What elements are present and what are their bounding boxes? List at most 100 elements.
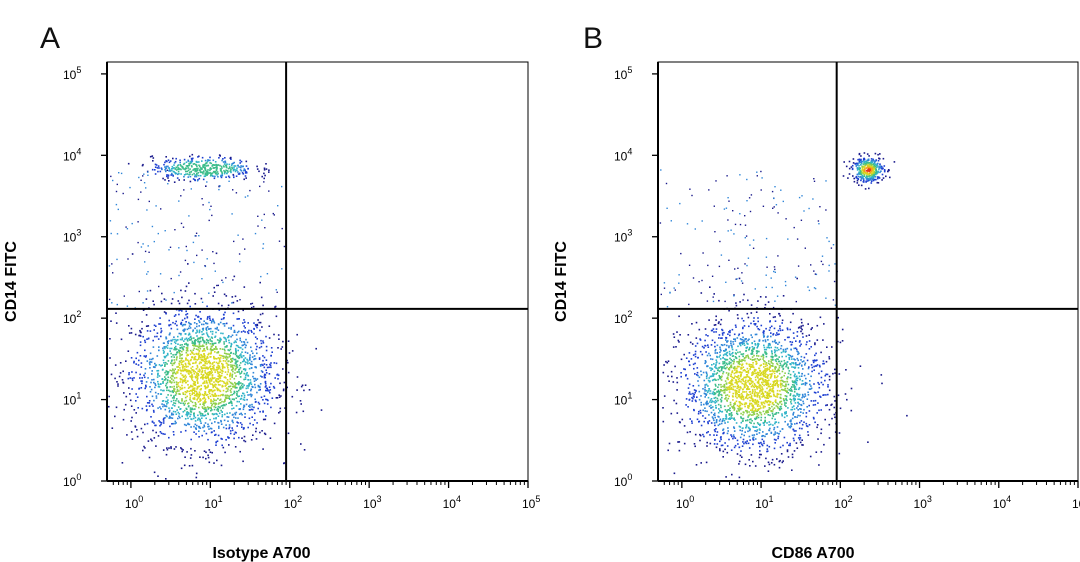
- data-point: [789, 328, 791, 331]
- data-point: [287, 371, 290, 374]
- data-point: [249, 189, 251, 192]
- data-point: [239, 260, 241, 263]
- data-point: [184, 429, 187, 432]
- data-point: [715, 373, 717, 375]
- data-point: [717, 399, 719, 402]
- data-point: [179, 357, 181, 359]
- data-point: [683, 442, 686, 445]
- data-point: [208, 352, 210, 355]
- data-point: [781, 376, 783, 378]
- data-point: [795, 340, 797, 342]
- data-point: [766, 433, 768, 435]
- data-point: [781, 322, 783, 324]
- data-point: [247, 195, 249, 197]
- data-point: [131, 222, 133, 225]
- data-point: [149, 386, 151, 388]
- data-point: [193, 362, 195, 364]
- data-point: [729, 418, 731, 420]
- data-point: [199, 347, 202, 350]
- data-point: [837, 316, 839, 319]
- data-point: [810, 387, 813, 390]
- data-point: [758, 385, 760, 387]
- data-point: [774, 351, 776, 354]
- data-point: [142, 302, 144, 304]
- data-point: [154, 169, 156, 171]
- data-point: [714, 414, 716, 417]
- data-point: [730, 413, 732, 415]
- data-point: [778, 333, 780, 335]
- data-point: [798, 341, 801, 343]
- data-point: [228, 339, 230, 342]
- data-point: [705, 334, 707, 336]
- data-point: [723, 405, 726, 408]
- data-point: [796, 416, 798, 418]
- data-point: [210, 369, 213, 372]
- data-point: [243, 341, 246, 344]
- data-point: [210, 409, 212, 412]
- data-point: [226, 394, 229, 397]
- data-point: [117, 385, 119, 387]
- data-point: [140, 427, 143, 430]
- data-point: [773, 370, 776, 372]
- data-point: [228, 180, 230, 182]
- data-point: [756, 415, 758, 418]
- data-point: [727, 374, 730, 376]
- data-point: [720, 366, 722, 368]
- data-point: [179, 344, 182, 346]
- data-point: [201, 301, 204, 303]
- data-point: [204, 349, 206, 352]
- data-point: [168, 409, 171, 412]
- data-point: [662, 371, 665, 374]
- data-point: [232, 370, 234, 373]
- data-point: [708, 405, 711, 408]
- data-point: [747, 406, 749, 409]
- data-point: [178, 390, 180, 392]
- data-point: [766, 368, 769, 371]
- data-point: [166, 344, 169, 347]
- data-point: [798, 387, 801, 389]
- data-point: [218, 362, 220, 364]
- data-point: [764, 416, 766, 419]
- data-point: [209, 383, 212, 385]
- data-point: [767, 374, 769, 376]
- data-point: [690, 358, 693, 360]
- data-point: [797, 414, 799, 417]
- data-point: [762, 371, 765, 374]
- data-point: [671, 375, 673, 378]
- data-point: [184, 369, 187, 372]
- data-point: [165, 346, 167, 348]
- data-point: [802, 360, 805, 362]
- data-point: [745, 442, 748, 445]
- data-point: [226, 412, 228, 415]
- data-point: [222, 317, 225, 320]
- data-point: [168, 436, 170, 439]
- data-point: [160, 408, 162, 410]
- data-point: [204, 359, 207, 361]
- data-point: [235, 341, 237, 343]
- data-point: [169, 380, 171, 382]
- data-point: [841, 340, 844, 342]
- data-point: [687, 406, 689, 408]
- data-point: [200, 361, 202, 364]
- data-point: [212, 413, 215, 416]
- data-point: [190, 426, 192, 428]
- data-point: [793, 381, 795, 384]
- data-point: [199, 393, 202, 395]
- data-point: [170, 446, 172, 448]
- data-point: [746, 346, 749, 348]
- data-point: [191, 374, 193, 376]
- data-point: [178, 332, 181, 335]
- data-point: [708, 420, 711, 422]
- data-point: [698, 376, 701, 379]
- data-point: [194, 420, 197, 422]
- data-point: [233, 329, 236, 332]
- data-point: [745, 355, 748, 357]
- data-point: [774, 367, 776, 369]
- data-point: [786, 441, 788, 444]
- data-point: [164, 161, 166, 164]
- data-point: [187, 160, 190, 162]
- data-point: [192, 389, 195, 391]
- data-point: [202, 397, 204, 400]
- data-point: [832, 372, 834, 375]
- data-point: [799, 378, 801, 381]
